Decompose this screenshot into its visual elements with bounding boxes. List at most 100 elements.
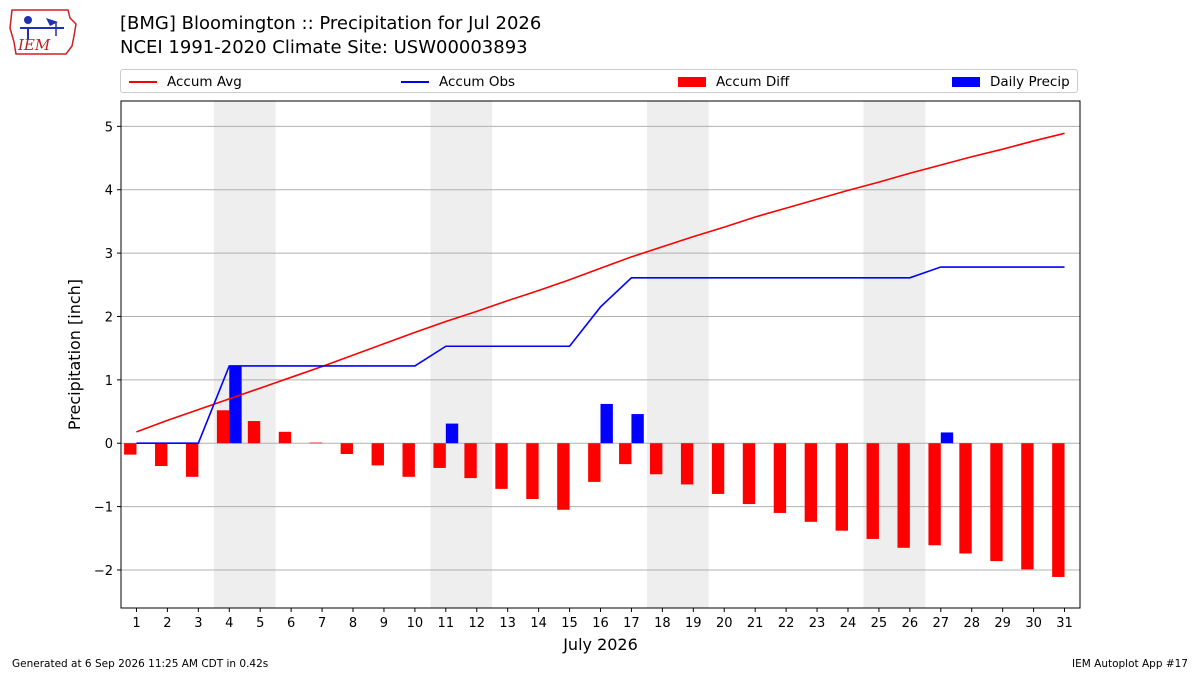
- x-tick-label: 12: [468, 616, 485, 631]
- y-tick-label: 5: [105, 120, 113, 135]
- accum-diff-bar: [711, 443, 725, 494]
- lines: [136, 132, 1065, 445]
- accum-diff-bar: [526, 443, 539, 499]
- weekend-shade: [646, 101, 709, 608]
- accum-diff-bar: [742, 443, 756, 505]
- accum-diff-bar: [247, 421, 261, 444]
- x-tick-label: 25: [871, 616, 888, 631]
- x-tick-label: 10: [407, 616, 424, 631]
- accum-avg-line: [136, 132, 1065, 433]
- y-tick-label: −2: [94, 564, 113, 579]
- x-tick-label: 7: [318, 616, 326, 631]
- logo-text: IEM: [17, 36, 51, 54]
- x-tick-label: 29: [994, 616, 1011, 631]
- accum-diff-bar: [619, 443, 632, 465]
- legend-item-accum-avg: Accum Avg: [129, 73, 242, 91]
- y-axis-label: Precipitation [inch]: [65, 279, 84, 430]
- weekend-shade: [430, 101, 493, 608]
- weekend-shade: [213, 101, 276, 608]
- accum-diff-bar: [588, 443, 601, 482]
- accum-diff-bar: [185, 443, 199, 477]
- accum-diff-bar: [990, 443, 1003, 562]
- x-axis-label: July 2026: [562, 635, 638, 654]
- x-tick-label: 1: [132, 616, 140, 631]
- legend-swatch-accum-avg: [129, 81, 157, 83]
- accum-diff-bar: [897, 443, 910, 548]
- x-tick-label: 14: [530, 616, 547, 631]
- accum-diff-bar: [649, 443, 663, 475]
- accum-diff-bar: [124, 443, 137, 455]
- x-tick-label: 2: [163, 616, 171, 631]
- x-tick-label: 6: [287, 616, 295, 631]
- accum-diff-bar: [464, 443, 477, 479]
- bars: [124, 365, 1065, 577]
- daily-precip-bar: [631, 414, 644, 444]
- legend-swatch-accum-diff: [678, 77, 706, 87]
- x-tick-label: 17: [623, 616, 640, 631]
- iem-logo: IEM: [6, 6, 80, 58]
- legend-label-accum-diff: Accum Diff: [716, 74, 790, 90]
- x-tick-label: 4: [225, 616, 233, 631]
- x-tick-label: 26: [902, 616, 919, 631]
- accum-diff-bar: [402, 443, 415, 477]
- daily-precip-bar: [229, 365, 242, 444]
- footer-app: IEM Autoplot App #17: [1072, 658, 1188, 670]
- x-tick-label: 28: [963, 616, 980, 631]
- accum-diff-bar: [216, 410, 230, 444]
- accum-diff-bar: [1052, 443, 1065, 577]
- daily-precip-bar: [940, 432, 954, 444]
- legend-item-daily-precip: Daily Precip: [952, 73, 1070, 91]
- legend-label-accum-avg: Accum Avg: [167, 74, 242, 90]
- chart-title: [BMG] Bloomington :: Precipitation for J…: [120, 13, 542, 34]
- x-tick-label: 11: [438, 616, 455, 631]
- daily-precip-bar: [600, 403, 613, 444]
- x-tick-label: 27: [933, 616, 950, 631]
- x-tick-label: 23: [809, 616, 826, 631]
- x-tick-label: 5: [256, 616, 264, 631]
- y-tick-label: 1: [105, 374, 113, 389]
- y-tick-label: 4: [105, 184, 113, 199]
- accum-diff-bar: [866, 443, 879, 539]
- legend-item-accum-diff: Accum Diff: [678, 73, 789, 91]
- x-tick-label: 15: [561, 616, 578, 631]
- accum-diff-bar: [278, 431, 292, 444]
- y-tick-label: 0: [105, 437, 113, 452]
- y-tick-label: 3: [105, 247, 113, 262]
- weekend-shading: [213, 101, 926, 608]
- accum-diff-bar: [155, 443, 168, 467]
- legend-item-accum-obs: Accum Obs: [401, 73, 515, 91]
- x-tick-label: 3: [194, 616, 202, 631]
- accum-diff-bar: [773, 443, 787, 513]
- legend-label-daily-precip: Daily Precip: [990, 74, 1070, 90]
- y-tick-label: −1: [94, 501, 113, 516]
- accum-diff-bar: [557, 443, 570, 510]
- chart-subtitle: NCEI 1991-2020 Climate Site: USW00003893: [120, 37, 528, 58]
- accum-diff-bar: [928, 443, 941, 546]
- x-tick-label: 18: [654, 616, 671, 631]
- accum-diff-bar: [340, 443, 354, 454]
- accum-diff-bar: [959, 443, 972, 554]
- x-tick-label: 31: [1056, 616, 1073, 631]
- accum-diff-bar: [371, 443, 384, 466]
- accum-diff-bar: [495, 443, 508, 489]
- accum-diff-bar: [835, 443, 848, 531]
- legend: Accum Avg Accum Obs Accum Diff Daily Pre…: [120, 69, 1078, 93]
- x-tick-label: 30: [1025, 616, 1042, 631]
- accum-diff-bar: [309, 442, 323, 444]
- accum-obs-line: [136, 266, 1065, 445]
- accum-diff-bar: [433, 443, 446, 468]
- x-tick-label: 24: [840, 616, 857, 631]
- x-tick-label: 19: [685, 616, 702, 631]
- daily-precip-bar: [445, 423, 459, 444]
- x-tick-label: 20: [716, 616, 733, 631]
- x-tick-label: 22: [778, 616, 795, 631]
- x-tick-label: 21: [747, 616, 764, 631]
- y-tick-label: 2: [105, 310, 113, 325]
- legend-swatch-daily-precip: [952, 77, 980, 87]
- accum-diff-bar: [1021, 443, 1034, 570]
- x-tick-label: 8: [349, 616, 357, 631]
- x-tick-label: 9: [380, 616, 388, 631]
- x-tick-label: 13: [499, 616, 516, 631]
